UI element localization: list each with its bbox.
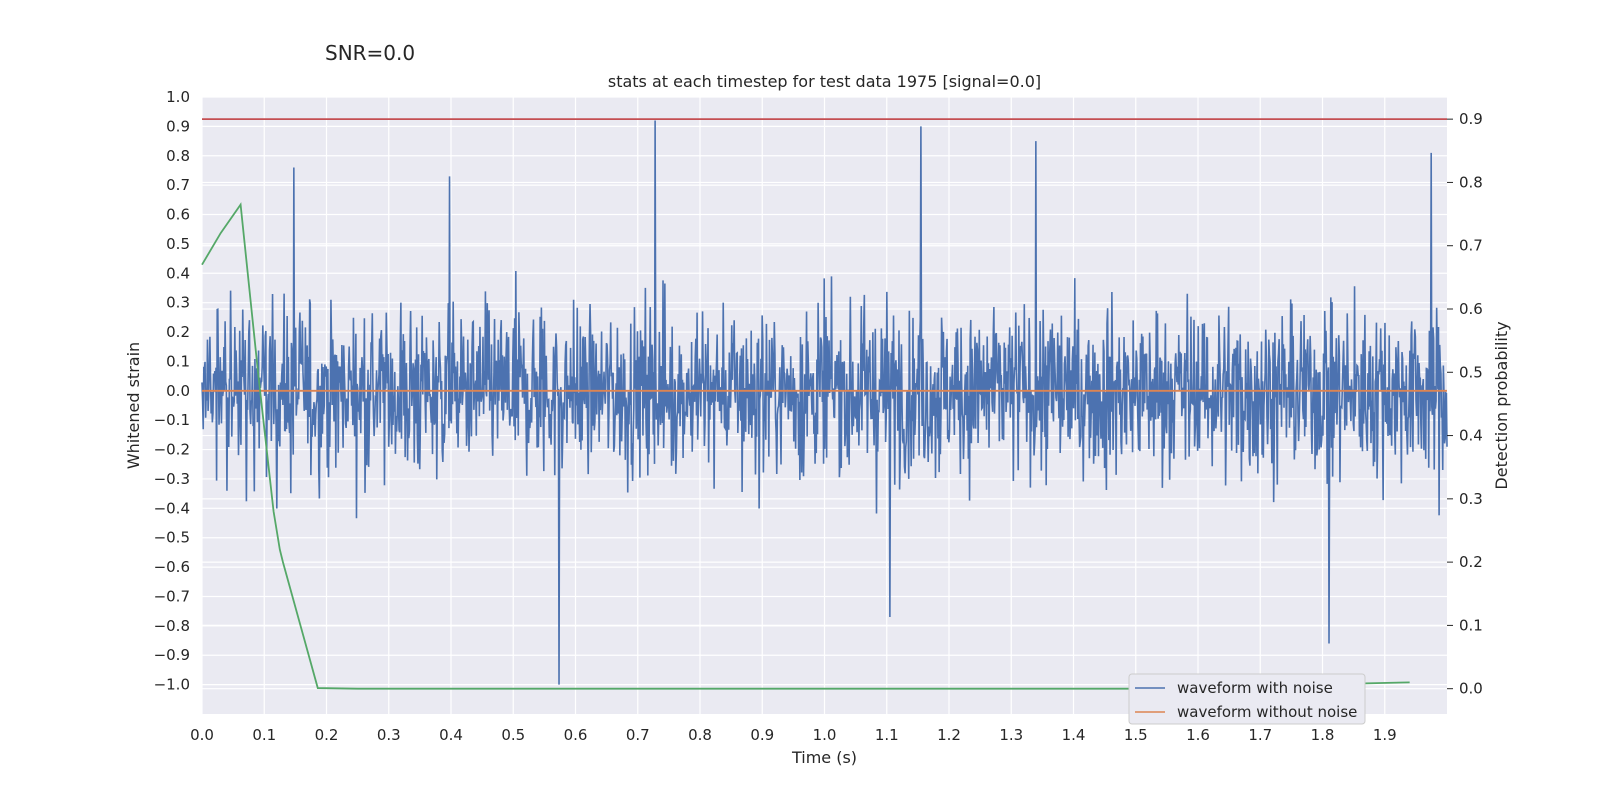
y-tick-label: 0.9	[166, 117, 190, 135]
x-tick-label: 0.8	[688, 726, 712, 744]
x-tick-label: 1.3	[999, 726, 1023, 744]
y2-tick-label: 0.1	[1459, 616, 1483, 634]
y-tick-label: −0.6	[154, 558, 190, 576]
y-tick-label: −0.2	[154, 441, 190, 459]
line-detection-probability	[201, 202, 1410, 690]
y-tick-label: −1.0	[154, 676, 190, 694]
y2-tick-label: 0.3	[1459, 490, 1483, 508]
x-tick-label: 1.7	[1248, 726, 1272, 744]
y2-tick-label: 0.9	[1459, 110, 1483, 128]
x-tick-label: 0.5	[501, 726, 525, 744]
x-tick-label: 0.4	[439, 726, 463, 744]
y-tick-label: 0.0	[166, 382, 190, 400]
legend: waveform with noise waveform without noi…	[1128, 673, 1366, 725]
x-tick-label: 1.0	[813, 726, 837, 744]
y2-tick-label: 0.0	[1459, 680, 1483, 698]
x-tick-label: 1.6	[1186, 726, 1210, 744]
y-tick-label: 0.3	[166, 294, 190, 312]
x-tick-label: 0.9	[750, 726, 774, 744]
x-tick-labels: 0.0 0.1 0.2 0.3 0.4 0.5 0.6 0.7 0.8 0.9 1.0 1.1 1.2 1…	[190, 726, 1397, 744]
x-tick-label: 0.3	[377, 726, 401, 744]
x-tick-label: 0.1	[252, 726, 276, 744]
y-tick-label: −0.4	[154, 499, 190, 517]
y2-tick-labels: 0.9 0.8 0.7 0.6 0.5 0.4 0.3 0.2 0.1 0.0	[1447, 110, 1483, 698]
y-tick-label: −0.5	[154, 529, 190, 547]
y2-tick-label: 0.6	[1459, 300, 1483, 318]
chart-title: stats at each timestep for test data 197…	[608, 72, 1041, 91]
x-tick-label: 1.5	[1124, 726, 1148, 744]
x-tick-label: 1.2	[937, 726, 961, 744]
y2-tick-label: 0.2	[1459, 553, 1483, 571]
y-tick-label: 0.8	[166, 147, 190, 165]
legend-box	[1128, 673, 1366, 725]
line-waveform-with-noise	[201, 120, 1448, 685]
y2-axis-label: Detection probability	[1492, 321, 1511, 489]
y-tick-label: 1.0	[166, 88, 190, 106]
y-tick-label: −0.3	[154, 470, 190, 488]
y2-tick-label: 0.7	[1459, 237, 1483, 255]
y-tick-label: 0.4	[166, 264, 190, 282]
y-tick-label: −0.9	[154, 646, 190, 664]
y-tick-labels: 1.0 0.9 0.8 0.7 0.6 0.5 0.4 0.3 0.2 0.1 0.0 −0.1 −0.…	[154, 88, 190, 694]
snr-annotation: SNR=0.0	[325, 41, 416, 65]
x-axis-label: Time (s)	[791, 748, 857, 767]
y2-tick-label: 0.5	[1459, 363, 1483, 381]
x-tick-label: 1.9	[1373, 726, 1397, 744]
legend-label-clean: waveform without noise	[1177, 703, 1357, 721]
legend-label-noise: waveform with noise	[1177, 679, 1333, 697]
x-tick-label: 0.6	[564, 726, 588, 744]
y-tick-label: 0.5	[166, 235, 190, 253]
y-tick-label: 0.1	[166, 352, 190, 370]
y-tick-label: −0.7	[154, 587, 190, 605]
y-tick-label: 0.7	[166, 176, 190, 194]
y-tick-label: −0.8	[154, 617, 190, 635]
y2-tick-label: 0.4	[1459, 427, 1483, 445]
y-tick-label: 0.6	[166, 206, 190, 224]
x-tick-label: 1.4	[1062, 726, 1086, 744]
x-tick-label: 1.1	[875, 726, 899, 744]
series-waveform-with-noise	[201, 120, 1448, 685]
y2-tick-label: 0.8	[1459, 173, 1483, 191]
x-tick-label: 1.8	[1311, 726, 1335, 744]
x-tick-label: 0.2	[315, 726, 339, 744]
series-lines	[201, 118, 1447, 690]
x-tick-label: 0.7	[626, 726, 650, 744]
y-axis-label: Whitened strain	[124, 342, 143, 469]
y-tick-label: 0.2	[166, 323, 190, 341]
x-tick-label: 0.0	[190, 726, 214, 744]
y-tick-label: −0.1	[154, 411, 190, 429]
